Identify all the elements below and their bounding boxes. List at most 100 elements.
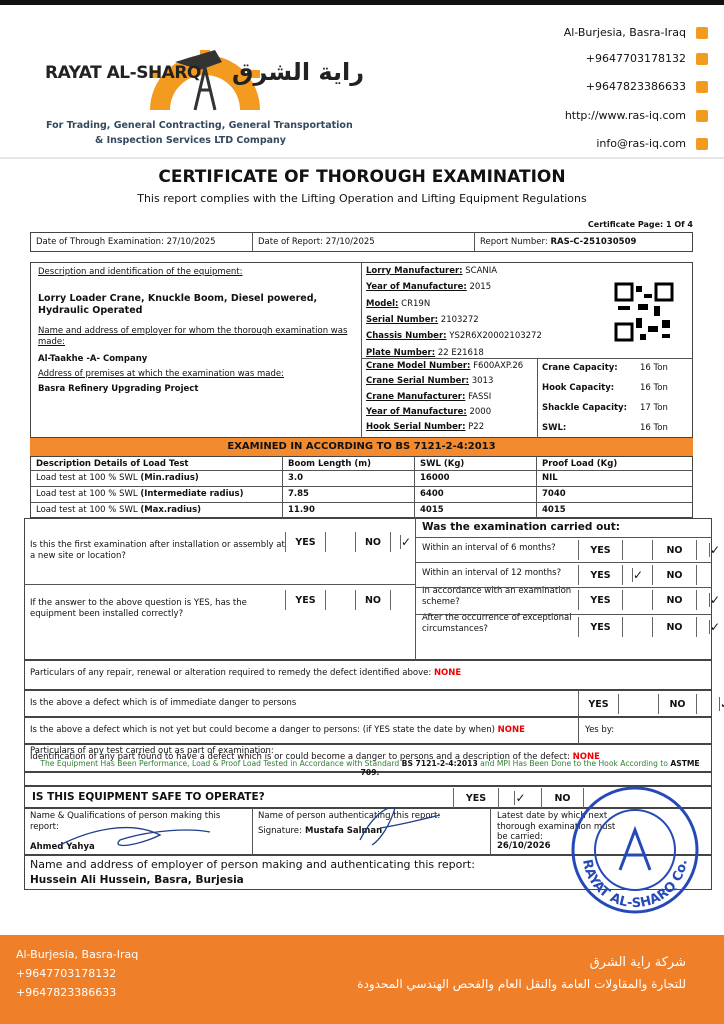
authenticator: Mustafa Salman: [305, 826, 383, 836]
contact-icon: [696, 53, 708, 65]
field-label: Name & Qualifications of person making t…: [30, 811, 221, 832]
field-value: YS2R6X20002103272: [449, 331, 542, 342]
field-label: Serial Number:: [366, 314, 439, 325]
radius: (Intermediate radius): [140, 489, 244, 499]
date-field: Report Number: RAS-C-251030509: [480, 237, 636, 247]
divider: [415, 587, 712, 588]
cell: 4015: [542, 505, 566, 515]
check-cell: [325, 590, 355, 610]
description: Load test at 100 % SWL: [36, 505, 138, 515]
qr-code: [614, 282, 674, 342]
test-detail: The Equipment Has Been Performance, Load…: [40, 759, 402, 768]
page-label: Certificate Page: 1 Of 4: [587, 220, 693, 229]
field-label: Name of person authenticating this repor…: [258, 811, 441, 821]
divider: [415, 518, 416, 660]
footer-arabic: للتجارة والمقاولات العامة والنقل العام و…: [357, 977, 686, 991]
divider: [30, 486, 693, 487]
logo-graphic: [0, 50, 724, 159]
question: In accordance with an examination scheme…: [422, 586, 572, 607]
question: After the occurrence of exceptional circ…: [422, 613, 572, 634]
field-label: Date of Through Examination:: [36, 237, 164, 247]
check: ✓: [708, 593, 721, 607]
field-label: Report Number:: [480, 237, 548, 247]
field-value: 2000: [469, 406, 492, 417]
contact-icon: [696, 81, 708, 93]
test-details: The Equipment Has Been Performance, Load…: [30, 759, 710, 778]
field-label: SWL:: [542, 423, 567, 433]
row-description: Load test at 100 % SWL (Min.radius): [36, 473, 199, 483]
remark: Particulars of any repair, renewal or al…: [30, 668, 461, 678]
divider: [24, 584, 415, 585]
field-value: 16 Ton: [640, 383, 668, 393]
questions-box: [24, 518, 712, 660]
employer-of-examiner: Hussein Ali Hussein, Basra, Burjesia: [30, 874, 244, 886]
remark: Particulars of any test carried out as p…: [30, 746, 274, 756]
check-cell: ✓: [696, 617, 724, 637]
answer-label: YES: [578, 565, 622, 585]
top-bar: [0, 0, 724, 5]
stamp-text: RAYAT AL-SHARQ Co.: [579, 858, 691, 911]
contact-icon: [696, 138, 708, 150]
field: Crane Serial Number: 3013: [366, 376, 493, 386]
yes-no: YES NO ✓: [578, 694, 724, 714]
field: Model: CR19N: [366, 299, 430, 309]
company-name-arabic: راية الشرق: [232, 58, 365, 86]
field-value: 16 Ton: [640, 363, 668, 373]
load-test-heading: EXAMINED IN ACCORDING TO BS 7121-2-4:201…: [227, 441, 496, 452]
row: [24, 744, 712, 772]
title: CERTIFICATE OF THOROUGH EXAMINATION: [158, 167, 566, 187]
contact: +9647703178132: [585, 52, 686, 65]
check: ✓: [514, 791, 526, 805]
field-value: P22: [468, 422, 485, 433]
field: Lorry Manufacturer: SCANIA: [366, 266, 497, 276]
field-label: Chassis Number:: [366, 331, 447, 342]
field-label: Crane Capacity:: [542, 363, 618, 373]
row: [24, 772, 712, 786]
answer-label: NO: [652, 617, 696, 637]
field-label: Lorry Manufacturer:: [366, 266, 463, 276]
field-value: 17 Ton: [640, 403, 668, 413]
field: Crane Manufacturer: FASSI: [366, 392, 491, 402]
field: Hook Serial Number: P22: [366, 422, 484, 432]
divider: [30, 502, 693, 503]
equipment-description: Lorry Loader Crane, Knuckle Boom, Diesel…: [38, 293, 318, 316]
subtitle: This report complies with the Lifting Op…: [137, 192, 587, 205]
signatures: [59, 807, 441, 847]
footer: [0, 935, 724, 1024]
remark-text: Particulars of any test carried out as p…: [30, 746, 274, 756]
divider: [282, 456, 283, 518]
field-label: Year of Manufacture:: [366, 406, 467, 417]
date-field: Date of Report: 27/10/2025: [258, 237, 375, 247]
next-exam-date: 26/10/2026: [497, 841, 551, 851]
divider: [30, 470, 693, 471]
field-value: FASSI: [468, 391, 492, 402]
field-value: 16 Ton: [640, 423, 668, 433]
check-cell: [622, 590, 652, 610]
row: [24, 660, 712, 690]
answer-label: NO: [658, 694, 696, 714]
field-label: Description and identification of the eq…: [38, 267, 243, 277]
employer-row: [24, 855, 712, 890]
description: Load test at 100 % SWL: [36, 489, 138, 499]
answer-label: NO: [355, 590, 390, 610]
stamp: RAYAT AL-SHARQ Co.: [571, 786, 699, 914]
table-frame: [30, 456, 693, 518]
column-header: SWL (Kg): [420, 459, 465, 469]
field-label: Crane Manufacturer:: [366, 391, 466, 402]
field-label: Yes by:: [585, 725, 615, 735]
check-cell: [390, 590, 420, 610]
yes-no: YES ✓ NO: [578, 565, 724, 585]
remark-text: Identification of any part found to have…: [30, 752, 570, 762]
row: [24, 690, 712, 717]
check-cell: ✓: [696, 694, 724, 714]
answer-label: YES: [453, 788, 498, 808]
maker: Ahmed Yahya: [30, 842, 95, 852]
yes-no: YES NO ✓: [285, 532, 420, 552]
field: Crane Model Number: F600AXP.26: [366, 361, 523, 371]
date-field: Date of Through Examination: 27/10/2025: [36, 237, 216, 247]
field-label: Crane Model Number:: [366, 361, 471, 371]
divider: [361, 358, 693, 359]
answer-label: NO: [652, 540, 696, 560]
check-cell: ✓: [390, 532, 420, 552]
cell: 16000: [420, 473, 450, 483]
